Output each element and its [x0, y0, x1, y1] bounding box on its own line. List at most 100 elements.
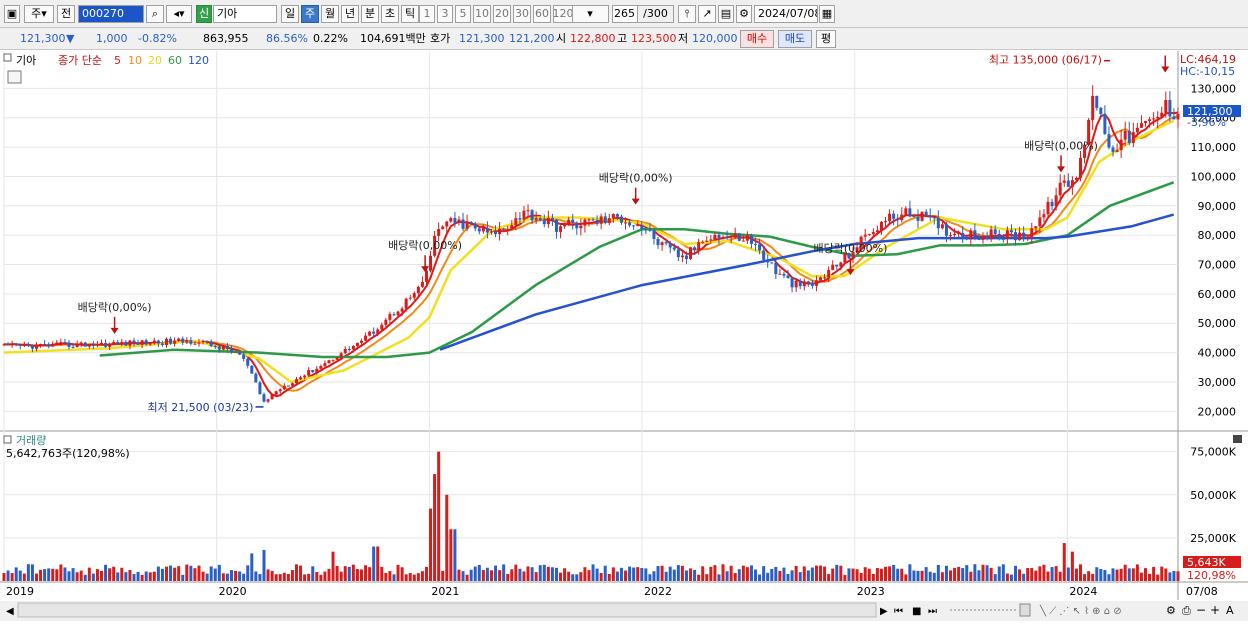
stock-code-input[interactable]: 000270	[78, 5, 144, 23]
candle-body	[364, 335, 368, 341]
volume-bar	[128, 570, 132, 581]
candle-body	[697, 242, 701, 250]
volume-bar	[733, 573, 737, 581]
high-price: 123,500	[631, 32, 677, 45]
font-size-icon[interactable]: A	[1226, 604, 1234, 617]
zoom-slider-handle[interactable]	[1019, 603, 1031, 617]
scroll-right-icon[interactable]: ▶	[880, 606, 888, 617]
volume-bar	[173, 567, 177, 581]
volume-bar	[331, 551, 335, 581]
chart-settings-icon[interactable]: ⚙	[1166, 604, 1176, 617]
candle-body	[676, 249, 680, 258]
candle-body	[802, 281, 806, 287]
volume-bar	[725, 571, 729, 581]
candle-type-icon[interactable]: ⫯	[678, 5, 696, 23]
gear-icon[interactable]: ⚙	[736, 5, 752, 23]
volume-bar	[802, 566, 806, 581]
bid-label: 호가	[430, 32, 451, 45]
candle-body	[124, 341, 128, 346]
calendar-icon[interactable]: ▦	[819, 5, 835, 23]
candle-body	[587, 219, 591, 221]
period-type-select[interactable]: 주 ▾	[24, 5, 54, 23]
volume-bar	[981, 564, 985, 581]
candle-body	[652, 230, 656, 239]
candle-body	[794, 280, 798, 288]
panel-menu-icon[interactable]	[3, 53, 12, 62]
volume-bar	[416, 573, 420, 581]
volume-bar	[506, 573, 510, 581]
candle-body	[1160, 112, 1164, 117]
volume-bar	[819, 565, 823, 581]
stock-chart-svg[interactable]: 배당락(0,00%) 배당락(0,00%) 배당락(0,00%) 배당락(0,00%)…	[0, 40, 1248, 621]
interval-custom-select[interactable]: ▾	[571, 5, 609, 23]
tab-6[interactable]: 틱	[401, 5, 419, 23]
scroll-left-icon[interactable]: ◀	[6, 606, 14, 617]
volume-bar	[485, 567, 489, 581]
sell-button[interactable]: 매도	[778, 30, 812, 48]
candle-body	[810, 282, 814, 286]
volume-bar	[1176, 571, 1180, 581]
close-panel-icon[interactable]	[1233, 435, 1242, 443]
volume-bar	[152, 571, 156, 581]
volume-bar	[754, 569, 758, 581]
quote-bar: 121,300 ▼ 1,000 -0.82% 863,955 86.56% 0.…	[0, 28, 1248, 50]
horizontal-scrollbar[interactable]	[17, 602, 877, 618]
tab-3[interactable]: 년	[341, 5, 359, 23]
dividend-annotation: 배당락(0,00%)	[1024, 139, 1098, 152]
rewind-icon[interactable]: ⏮	[894, 606, 903, 617]
compare-button[interactable]: 전	[57, 5, 75, 23]
volume-bar	[473, 566, 477, 581]
candle-body	[1099, 108, 1103, 115]
turnover-percent: 0.22%	[313, 32, 348, 45]
window-icon[interactable]: ▣	[4, 5, 20, 23]
interval-button-3[interactable]: 3	[437, 5, 453, 23]
volume-bar	[1127, 568, 1131, 581]
zoom-out-icon[interactable]: −	[1196, 603, 1206, 617]
price-tick-label: 70,000	[1198, 259, 1237, 272]
interval-button-60[interactable]: 60	[533, 5, 551, 23]
tab-5[interactable]: 초	[381, 5, 399, 23]
candle-body	[10, 343, 14, 345]
interval-button-5[interactable]: 5	[455, 5, 471, 23]
count-input[interactable]: 265	[612, 5, 638, 23]
volume-panel-menu-icon[interactable]	[3, 435, 12, 444]
save-icon[interactable]: ▤	[718, 5, 734, 23]
legend-ma60: 60	[168, 54, 182, 67]
volume-bar	[912, 570, 916, 581]
tab-2[interactable]: 월	[321, 5, 339, 23]
candle-body	[997, 233, 1001, 239]
volume-bar	[140, 574, 144, 581]
drawing-tools-icons[interactable]: ╲ ⟋ ⋰ ↖ ⌇ ⊕ ⌂ ⊘	[1039, 604, 1122, 617]
volume-value: 863,955	[203, 32, 249, 45]
tab-1[interactable]: 주	[301, 5, 319, 23]
buy-button[interactable]: 매수	[740, 30, 774, 48]
candle-body	[2, 344, 6, 346]
interval-button-20[interactable]: 20	[493, 5, 511, 23]
search-icon[interactable]: ⌕	[146, 5, 164, 23]
indicator-icon[interactable]: ↗	[698, 5, 716, 23]
tab-0[interactable]: 일	[281, 5, 299, 23]
print-icon[interactable]: ⎙	[1182, 604, 1191, 617]
volume-bar	[250, 553, 254, 581]
evaluate-button[interactable]: 평	[816, 30, 836, 48]
grid-toggle-icon[interactable]	[7, 70, 22, 84]
candle-body	[932, 217, 936, 219]
date-input[interactable]: 2024/07/08	[754, 5, 818, 23]
volume-bar	[75, 572, 79, 581]
candle-body	[920, 211, 924, 221]
interval-button-1[interactable]: 1	[419, 5, 435, 23]
fast-forward-icon[interactable]: ⏭	[928, 606, 937, 617]
candle-body	[201, 341, 205, 343]
candle-body	[445, 221, 449, 227]
stop-icon[interactable]: ■	[912, 606, 921, 617]
chart-area[interactable]: 배당락(0,00%) 배당락(0,00%) 배당락(0,00%) 배당락(0,00%)…	[0, 40, 1248, 621]
interval-button-120[interactable]: 120	[553, 5, 573, 23]
zoom-in-icon[interactable]: +	[1210, 603, 1220, 617]
interval-button-10[interactable]: 10	[473, 5, 491, 23]
tab-4[interactable]: 분	[361, 5, 379, 23]
speaker-icon[interactable]: ◂▾	[166, 5, 192, 23]
interval-button-30[interactable]: 30	[513, 5, 531, 23]
volume-bar	[839, 565, 843, 581]
volume-bars	[2, 451, 1180, 581]
stock-name-field[interactable]: 기아	[213, 5, 277, 23]
